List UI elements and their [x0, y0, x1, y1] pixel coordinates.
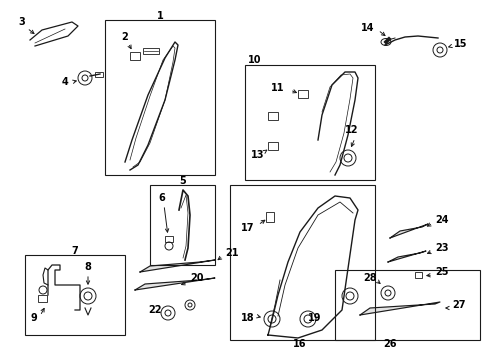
Bar [105, 20, 215, 175]
Bar [130, 52, 140, 60]
Polygon shape [390, 224, 428, 238]
Bar [230, 185, 375, 340]
Text: 5: 5 [180, 176, 186, 186]
Text: 11: 11 [271, 83, 285, 93]
Text: 6: 6 [159, 193, 166, 203]
Text: 12: 12 [345, 125, 359, 135]
Text: 22: 22 [148, 305, 162, 315]
Text: 17: 17 [241, 223, 255, 233]
Bar [165, 236, 173, 242]
Text: 4: 4 [62, 77, 69, 87]
Text: 21: 21 [225, 248, 239, 258]
Text: 10: 10 [248, 55, 262, 65]
Bar [268, 112, 278, 120]
Text: 3: 3 [19, 17, 25, 27]
Bar [266, 212, 274, 222]
Polygon shape [135, 278, 215, 290]
Text: 27: 27 [452, 300, 466, 310]
Text: 1: 1 [157, 11, 163, 21]
Bar [38, 295, 47, 302]
Text: 18: 18 [241, 313, 255, 323]
Polygon shape [388, 251, 426, 262]
Text: 20: 20 [190, 273, 203, 283]
Bar [335, 270, 480, 340]
Polygon shape [360, 302, 440, 315]
Text: 2: 2 [122, 32, 128, 42]
Text: 25: 25 [435, 267, 448, 277]
Text: 15: 15 [454, 39, 467, 49]
Text: 28: 28 [363, 273, 377, 283]
Text: 24: 24 [435, 215, 448, 225]
Text: 13: 13 [251, 150, 265, 160]
Bar [143, 48, 159, 54]
Bar [268, 142, 278, 150]
Text: 26: 26 [383, 339, 397, 349]
Text: 9: 9 [31, 313, 37, 323]
Text: 16: 16 [293, 339, 307, 349]
Polygon shape [140, 260, 215, 272]
Bar [415, 272, 422, 278]
Text: 7: 7 [72, 246, 78, 256]
FancyArrow shape [384, 37, 391, 44]
Text: 19: 19 [308, 313, 322, 323]
Text: 8: 8 [85, 262, 92, 272]
Text: 14: 14 [361, 23, 375, 33]
Bar [245, 65, 375, 180]
Bar [150, 185, 215, 265]
Bar [298, 90, 308, 98]
Bar [95, 72, 103, 77]
Bar [25, 255, 125, 335]
Text: 23: 23 [435, 243, 448, 253]
